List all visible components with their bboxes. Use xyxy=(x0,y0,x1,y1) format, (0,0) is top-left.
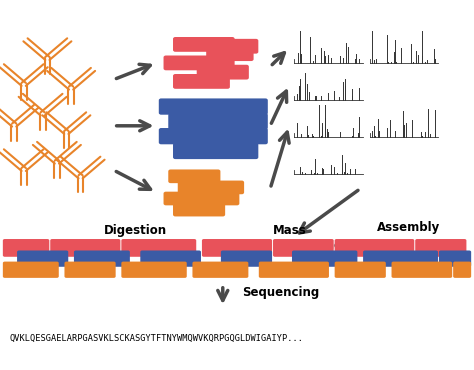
FancyBboxPatch shape xyxy=(121,262,187,278)
FancyBboxPatch shape xyxy=(173,143,258,159)
FancyBboxPatch shape xyxy=(202,239,272,257)
FancyBboxPatch shape xyxy=(121,239,196,257)
FancyBboxPatch shape xyxy=(178,181,244,194)
FancyBboxPatch shape xyxy=(164,56,235,70)
FancyBboxPatch shape xyxy=(17,250,68,267)
FancyBboxPatch shape xyxy=(439,250,471,267)
FancyBboxPatch shape xyxy=(159,98,268,115)
FancyBboxPatch shape xyxy=(292,250,357,267)
FancyBboxPatch shape xyxy=(206,46,254,61)
FancyBboxPatch shape xyxy=(140,250,201,267)
FancyBboxPatch shape xyxy=(3,239,49,257)
FancyBboxPatch shape xyxy=(3,262,59,278)
FancyBboxPatch shape xyxy=(64,262,116,278)
FancyBboxPatch shape xyxy=(335,262,386,278)
FancyBboxPatch shape xyxy=(415,239,466,257)
Text: Assembly: Assembly xyxy=(377,221,440,234)
FancyBboxPatch shape xyxy=(453,262,471,278)
FancyBboxPatch shape xyxy=(273,239,334,257)
FancyBboxPatch shape xyxy=(173,37,235,52)
FancyBboxPatch shape xyxy=(173,74,230,89)
Text: Mass
spectrometry: Mass spectrometry xyxy=(273,224,362,252)
FancyBboxPatch shape xyxy=(197,65,249,80)
Text: Digestion: Digestion xyxy=(103,224,167,237)
FancyBboxPatch shape xyxy=(363,250,438,267)
FancyBboxPatch shape xyxy=(221,250,272,267)
FancyBboxPatch shape xyxy=(50,239,120,257)
FancyBboxPatch shape xyxy=(74,250,130,267)
FancyBboxPatch shape xyxy=(159,128,268,144)
FancyBboxPatch shape xyxy=(259,262,329,278)
FancyBboxPatch shape xyxy=(220,39,258,54)
Text: Sequencing: Sequencing xyxy=(242,286,319,299)
FancyBboxPatch shape xyxy=(173,203,225,216)
Text: QVKLQESGAELARPGASVKLSCKASGYTFTNYWMQWVKQRPGQGLDWIGAIYP...: QVKLQESGAELARPGASVKLSCKASGYTFTNYWMQWVKQR… xyxy=(9,334,303,343)
FancyBboxPatch shape xyxy=(164,192,239,205)
FancyBboxPatch shape xyxy=(192,262,248,278)
FancyBboxPatch shape xyxy=(392,262,452,278)
FancyBboxPatch shape xyxy=(168,169,220,183)
FancyBboxPatch shape xyxy=(335,239,414,257)
FancyBboxPatch shape xyxy=(168,113,268,130)
